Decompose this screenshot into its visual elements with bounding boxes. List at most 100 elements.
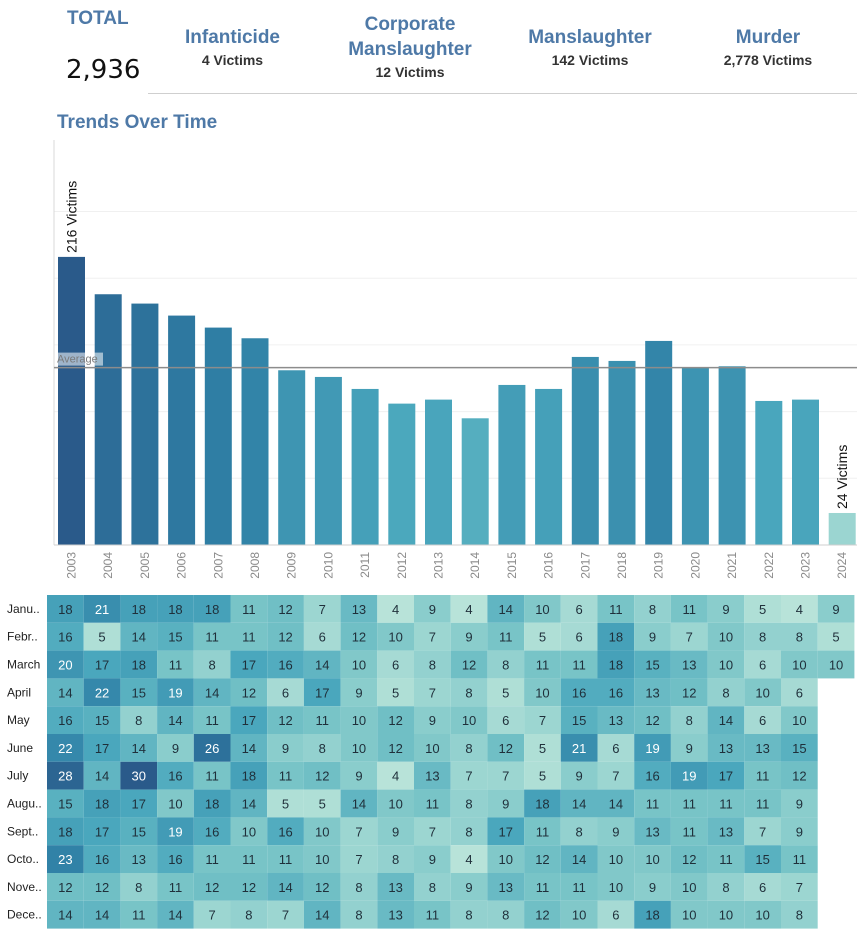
- heatmap-cell[interactable]: [193, 761, 231, 790]
- bar-2019[interactable]: [645, 340, 673, 545]
- heatmap-cell[interactable]: [340, 873, 378, 901]
- heatmap-cell[interactable]: [47, 817, 84, 846]
- heatmap-cell[interactable]: [157, 761, 194, 790]
- heatmap-cell[interactable]: [450, 622, 488, 651]
- heatmap-cell[interactable]: [414, 845, 451, 873]
- bar-2015[interactable]: [498, 384, 526, 545]
- heatmap-cell[interactable]: [120, 817, 158, 846]
- heatmap-cell[interactable]: [414, 900, 451, 929]
- heatmap-cell[interactable]: [414, 873, 451, 901]
- heatmap-cell[interactable]: [267, 622, 304, 651]
- heatmap-cell[interactable]: [487, 622, 525, 651]
- heatmap-cell[interactable]: [560, 706, 598, 734]
- heatmap-cell[interactable]: [414, 678, 451, 707]
- heatmap-cell[interactable]: [597, 817, 635, 846]
- heatmap-cell[interactable]: [487, 817, 525, 846]
- heatmap-cell[interactable]: [120, 706, 158, 734]
- heatmap-cell[interactable]: [340, 789, 378, 818]
- heatmap-cell[interactable]: [340, 595, 378, 623]
- heatmap-cell[interactable]: [487, 900, 525, 929]
- heatmap-cell[interactable]: [634, 789, 671, 818]
- heatmap-cell[interactable]: [377, 678, 414, 707]
- heatmap-cell[interactable]: [781, 595, 818, 623]
- heatmap-cell[interactable]: [157, 734, 194, 762]
- heatmap-cell[interactable]: [377, 706, 414, 734]
- heatmap-cell[interactable]: [47, 706, 84, 734]
- heatmap-cell[interactable]: [83, 789, 121, 818]
- bar-2017[interactable]: [571, 356, 599, 545]
- heatmap-cell[interactable]: [267, 789, 304, 818]
- heatmap-cell[interactable]: [487, 761, 525, 790]
- heatmap-cell[interactable]: [120, 734, 158, 762]
- heatmap-cell[interactable]: [560, 595, 598, 623]
- heatmap-cell[interactable]: [157, 817, 194, 846]
- heatmap-cell[interactable]: [524, 734, 561, 762]
- heatmap-cell[interactable]: [303, 595, 341, 623]
- bar-2004[interactable]: [94, 294, 122, 545]
- heatmap-cell[interactable]: [781, 734, 818, 762]
- heatmap-cell[interactable]: [267, 900, 304, 929]
- heatmap-cell[interactable]: [597, 678, 635, 707]
- heatmap-cell[interactable]: [193, 650, 231, 679]
- heatmap-cell[interactable]: [634, 595, 671, 623]
- heatmap-cell[interactable]: [230, 650, 268, 679]
- heatmap-cell[interactable]: [597, 595, 635, 623]
- heatmap-cell[interactable]: [817, 595, 855, 623]
- heatmap-cell[interactable]: [744, 761, 781, 790]
- heatmap-cell[interactable]: [744, 650, 781, 679]
- heatmap-cell[interactable]: [634, 706, 671, 734]
- heatmap-cell[interactable]: [303, 734, 341, 762]
- heatmap-cell[interactable]: [83, 734, 121, 762]
- heatmap-cell[interactable]: [340, 817, 378, 846]
- heatmap-cell[interactable]: [670, 650, 708, 679]
- heatmap-cell[interactable]: [377, 873, 414, 901]
- heatmap-cell[interactable]: [83, 650, 121, 679]
- heatmap-cell[interactable]: [340, 761, 378, 790]
- heatmap-cell[interactable]: [414, 789, 451, 818]
- heatmap-cell[interactable]: [303, 761, 341, 790]
- heatmap-cell[interactable]: [707, 678, 745, 707]
- heatmap-cell[interactable]: [267, 678, 304, 707]
- heatmap-cell[interactable]: [597, 622, 635, 651]
- heatmap-cell[interactable]: [781, 789, 818, 818]
- bar-2010[interactable]: [314, 376, 342, 545]
- heatmap-cell[interactable]: [707, 650, 745, 679]
- heatmap-cell[interactable]: [487, 845, 525, 873]
- heatmap-cell[interactable]: [47, 622, 84, 651]
- heatmap-cell[interactable]: [47, 595, 84, 623]
- heatmap-cell[interactable]: [707, 845, 745, 873]
- heatmap-cell[interactable]: [707, 706, 745, 734]
- heatmap-cell[interactable]: [230, 845, 268, 873]
- heatmap-cell[interactable]: [340, 650, 378, 679]
- heatmap-cell[interactable]: [83, 900, 121, 929]
- heatmap-cell[interactable]: [120, 789, 158, 818]
- heatmap-cell[interactable]: [524, 789, 561, 818]
- heatmap-cell[interactable]: [450, 845, 488, 873]
- heatmap-cell[interactable]: [597, 845, 635, 873]
- heatmap-cell[interactable]: [230, 900, 268, 929]
- heatmap-cell[interactable]: [707, 873, 745, 901]
- heatmap-cell[interactable]: [744, 734, 781, 762]
- heatmap-cell[interactable]: [450, 900, 488, 929]
- heatmap-cell[interactable]: [450, 734, 488, 762]
- heatmap-cell[interactable]: [267, 706, 304, 734]
- heatmap-cell[interactable]: [597, 706, 635, 734]
- heatmap-cell[interactable]: [157, 622, 194, 651]
- heatmap-cell[interactable]: [377, 622, 414, 651]
- heatmap-cell[interactable]: [744, 595, 781, 623]
- heatmap-cell[interactable]: [634, 873, 671, 901]
- heatmap-cell[interactable]: [83, 595, 121, 623]
- heatmap-cell[interactable]: [781, 761, 818, 790]
- heatmap-cell[interactable]: [47, 789, 84, 818]
- heatmap-cell[interactable]: [450, 873, 488, 901]
- heatmap-cell[interactable]: [781, 678, 818, 707]
- heatmap-cell[interactable]: [377, 595, 414, 623]
- heatmap-cell[interactable]: [267, 873, 304, 901]
- heatmap-cell[interactable]: [560, 650, 598, 679]
- heatmap-cell[interactable]: [634, 761, 671, 790]
- heatmap-cell[interactable]: [120, 678, 158, 707]
- heatmap-cell[interactable]: [120, 650, 158, 679]
- heatmap-cell[interactable]: [157, 873, 194, 901]
- heatmap-cell[interactable]: [781, 817, 818, 846]
- heatmap-cell[interactable]: [560, 678, 598, 707]
